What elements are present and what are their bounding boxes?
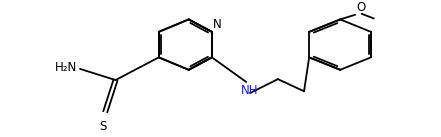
Text: H₂N: H₂N xyxy=(55,61,77,74)
Text: O: O xyxy=(356,1,365,14)
Text: S: S xyxy=(100,120,107,133)
Text: NH: NH xyxy=(241,84,258,97)
Text: N: N xyxy=(213,18,221,31)
